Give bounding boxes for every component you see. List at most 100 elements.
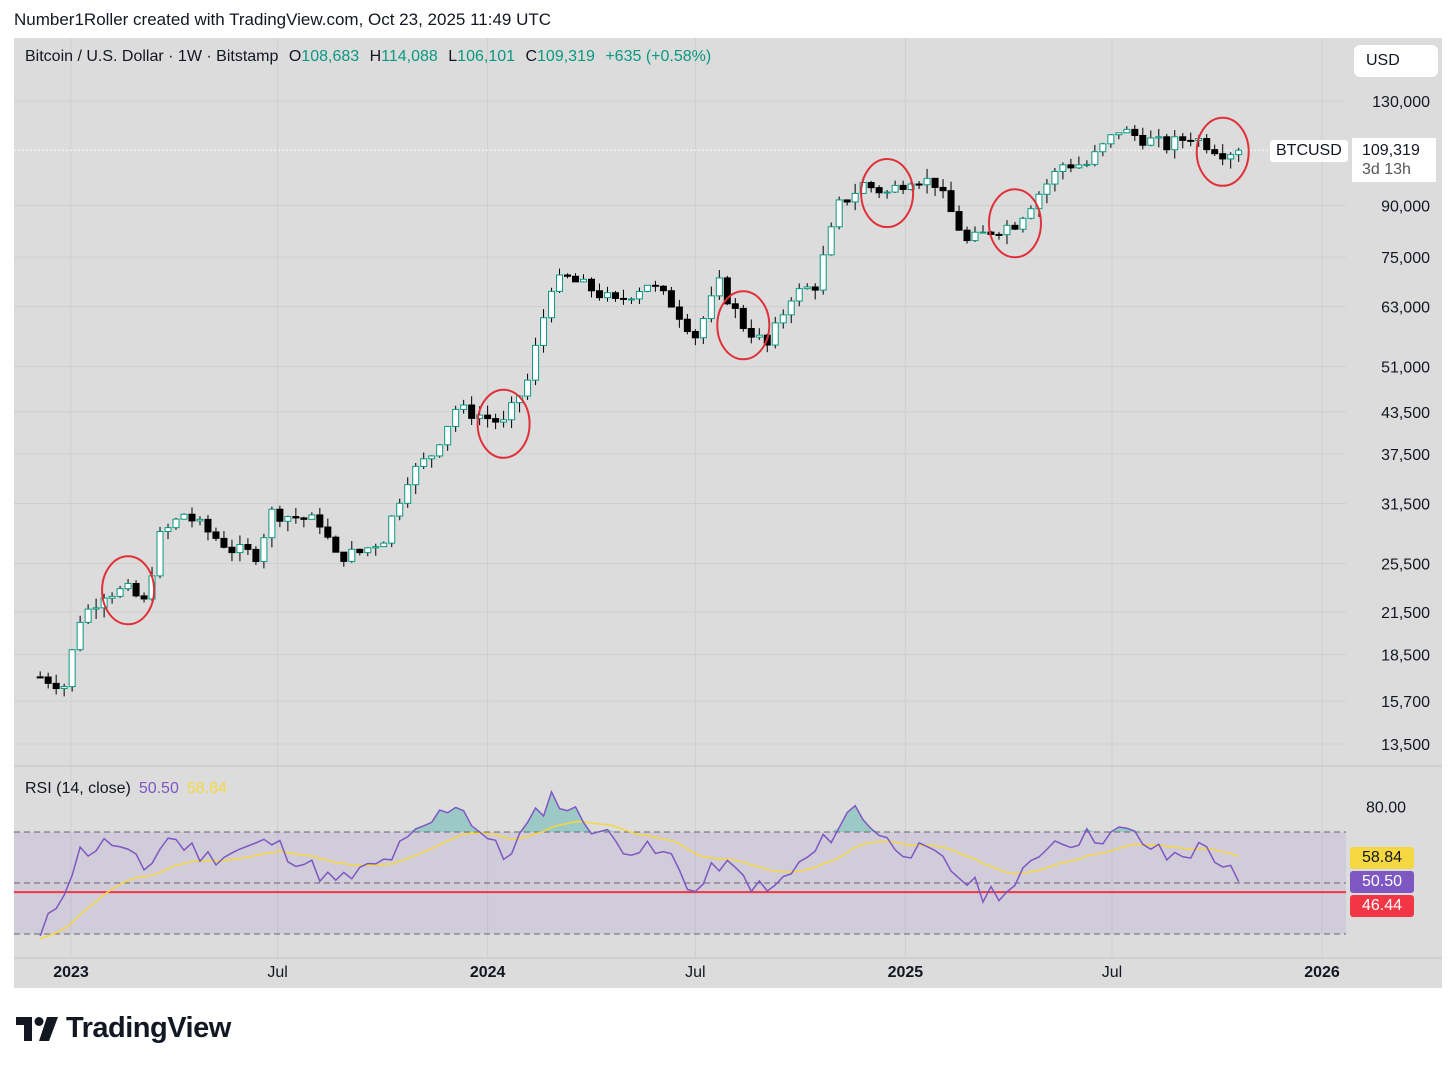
candle-up <box>1027 208 1035 219</box>
candle-down <box>492 418 500 423</box>
bar-countdown: 3d 13h <box>1362 161 1411 178</box>
candle-up <box>795 288 803 302</box>
candle-up <box>108 595 116 599</box>
candle-down <box>619 297 627 300</box>
candle-up <box>60 686 68 690</box>
candle-up <box>1107 134 1115 145</box>
price-tick-label: 37,500 <box>1381 447 1430 464</box>
candle-up <box>260 537 268 563</box>
time-tick-label: Jul <box>1102 964 1122 981</box>
candle-up <box>835 199 843 228</box>
candle-down <box>723 277 731 305</box>
rsi-ma-line <box>39 820 1239 940</box>
price-tick-label: 25,500 <box>1381 556 1430 573</box>
rsi-ma-value: 58.84 <box>186 780 227 797</box>
candle-up <box>180 513 188 520</box>
candle-up <box>579 278 587 283</box>
symbol-legend: Bitcoin / U.S. Dollar · 1W · Bitstamp O1… <box>25 48 711 66</box>
candle-down <box>867 182 875 189</box>
candle-up <box>891 184 899 193</box>
candle-down <box>1211 149 1219 155</box>
candle-up <box>1051 170 1059 185</box>
candle-up <box>715 277 723 297</box>
candle-down <box>228 546 236 554</box>
candle-down <box>276 508 284 522</box>
candle-up <box>420 458 428 467</box>
candle-up <box>404 484 412 504</box>
candle-up <box>1075 164 1083 169</box>
candle-up <box>284 516 292 522</box>
candle-up <box>907 183 915 190</box>
rsi-overbought-fill <box>543 791 552 832</box>
rsi-overbought-fill <box>431 810 440 832</box>
rsi-overbought-fill <box>439 810 448 832</box>
candle-up <box>548 290 556 319</box>
candle-down <box>468 404 476 419</box>
rsi-axis-label: 80.00 <box>1366 800 1406 817</box>
price-tick-label: 21,500 <box>1381 605 1430 622</box>
price-tick-label: 63,000 <box>1381 300 1430 317</box>
candle-down <box>332 536 340 553</box>
candle-down <box>747 327 755 338</box>
time-tick-label: Jul <box>267 964 287 981</box>
candle-down <box>659 285 667 292</box>
candle-up <box>396 502 404 517</box>
candle-up <box>236 544 244 554</box>
price-tick-label: 51,000 <box>1381 360 1430 377</box>
rsi-overbought-fill <box>1134 831 1143 832</box>
candle-up <box>779 314 787 324</box>
candle-up <box>971 231 979 242</box>
time-tick-label: 2026 <box>1304 964 1340 981</box>
highlight-circle <box>860 158 915 229</box>
candle-down <box>324 526 332 538</box>
candle-up <box>436 444 444 457</box>
candle-up <box>76 621 84 651</box>
low-value: 106,101 <box>457 48 516 65</box>
price-tick-label: 18,500 <box>1381 648 1430 665</box>
candle-up <box>532 344 540 381</box>
candle-down <box>675 306 683 320</box>
rsi-overbought-fill <box>455 807 464 832</box>
candle-down <box>683 318 691 333</box>
candle-down <box>731 303 739 309</box>
candle-up <box>1003 224 1011 236</box>
rsi-overbought-fill <box>551 791 560 832</box>
candle-up <box>643 284 651 293</box>
rsi-line <box>39 789 1240 937</box>
last-price-tag: 109,319 3d 13h <box>1352 138 1436 182</box>
candle-up <box>372 546 380 549</box>
candle-up <box>1155 136 1163 139</box>
symbol-title[interactable]: Bitcoin / U.S. Dollar · 1W · Bitstamp <box>25 48 279 65</box>
candle-down <box>564 274 572 277</box>
candle-down <box>667 290 675 308</box>
rsi-value-badge: 50.50 <box>1350 871 1414 893</box>
price-tick-label: 75,000 <box>1381 250 1430 267</box>
candle-down <box>1067 164 1075 169</box>
candle-up <box>1091 151 1099 165</box>
close-label: C <box>525 48 538 65</box>
candle-down <box>691 331 699 339</box>
candle-down <box>1131 128 1139 136</box>
candle-down <box>595 290 603 299</box>
rsi-label[interactable]: RSI (14, close) <box>25 780 131 797</box>
high-value: 114,088 <box>381 48 438 65</box>
candle-up <box>388 515 396 544</box>
high-label: H <box>369 48 382 65</box>
candle-down <box>1139 134 1147 146</box>
candle-up <box>524 379 532 397</box>
rsi-overbought-fill <box>847 805 856 832</box>
price-tick-label: 43,500 <box>1381 405 1430 422</box>
time-tick-label: 2024 <box>470 964 506 981</box>
time-tick-label: Jul <box>685 964 705 981</box>
close-value: 109,319 <box>537 48 595 65</box>
last-price: 109,319 <box>1362 142 1420 159</box>
candle-up <box>196 518 204 522</box>
candle-down <box>356 548 364 554</box>
price-tick-label: 31,500 <box>1381 496 1430 513</box>
chart-frame[interactable] <box>14 38 1442 988</box>
rsi-value: 50.50 <box>138 780 179 797</box>
candle-down <box>1163 136 1171 151</box>
candle-down <box>1187 139 1195 142</box>
currency-button[interactable]: USD <box>1354 45 1438 77</box>
